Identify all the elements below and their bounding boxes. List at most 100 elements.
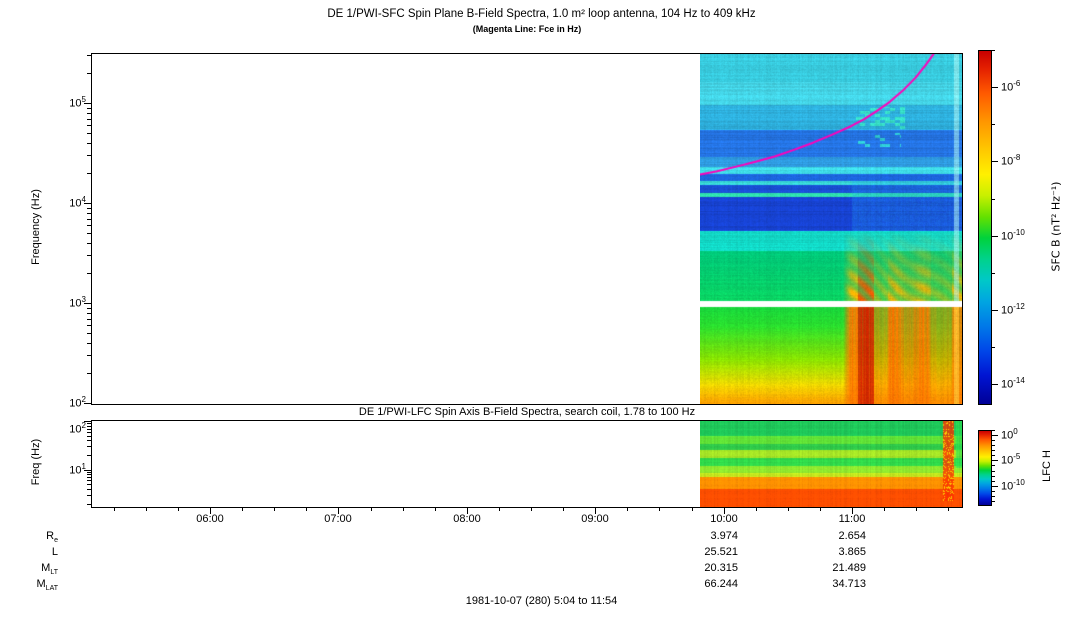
- axis-tick: [87, 125, 91, 126]
- axis-tick: [87, 446, 91, 447]
- ephemeris-row-label: MLAT: [36, 578, 59, 593]
- axis-tick: [146, 508, 147, 511]
- axis-tick: [87, 474, 91, 475]
- lfc-y-tick-label: 101: [69, 462, 86, 477]
- axis-tick: [992, 486, 998, 487]
- ephemeris-value: 3.865: [838, 546, 866, 558]
- axis-tick: [992, 440, 995, 441]
- ephemeris-value: 20.315: [704, 562, 738, 574]
- axis-tick: [992, 273, 995, 274]
- axis-tick: [531, 508, 532, 511]
- axis-tick: [87, 133, 91, 134]
- axis-tick: [87, 113, 91, 114]
- axis-tick: [992, 124, 995, 125]
- page-subtitle: (Magenta Line: Fce in Hz): [472, 24, 582, 34]
- ephemeris-value: 2.654: [838, 530, 866, 542]
- ephemeris-row: MLT 20.315 21.489: [0, 562, 1083, 577]
- ephemeris-row-label: Re: [46, 530, 58, 545]
- ephemeris-row: Re 3.974 2.654: [0, 530, 1083, 545]
- axis-tick: [84, 203, 91, 204]
- axis-tick: [87, 477, 91, 478]
- lfc-y-tick-label: 102: [69, 421, 86, 436]
- axis-tick: [403, 508, 404, 511]
- axis-tick: [499, 508, 500, 511]
- axis-tick: [87, 208, 91, 209]
- lfc-colorbar-tick-label: 10-10: [1001, 478, 1025, 493]
- axis-tick: [992, 236, 998, 237]
- axis-tick: [992, 465, 995, 466]
- axis-tick: [87, 472, 91, 473]
- sfc-y-tick-label: 105: [69, 95, 86, 110]
- time-tick-label: 06:00: [196, 513, 224, 525]
- axis-tick: [87, 373, 91, 374]
- sfc-colorbar-tick-label: 10-12: [1001, 302, 1025, 317]
- axis-tick: [87, 504, 91, 505]
- axis-tick: [306, 508, 307, 511]
- axis-tick: [992, 50, 995, 51]
- axis-tick: [992, 471, 995, 472]
- lfc-colorbar-tick-label: 10-5: [1001, 452, 1021, 467]
- axis-tick: [87, 495, 91, 496]
- time-tick-label: 07:00: [324, 513, 352, 525]
- ephemeris-row: MLAT 66.244 34.713: [0, 578, 1083, 593]
- sfc-spectrogram-canvas: [700, 54, 962, 404]
- sfc-y-tick-label: 102: [69, 395, 86, 410]
- ephemeris-row-label: MLT: [41, 562, 58, 577]
- sfc-colorbar: [978, 50, 992, 405]
- axis-tick: [87, 73, 91, 74]
- axis-tick: [87, 489, 91, 490]
- axis-tick: [87, 55, 91, 56]
- lfc-plot-area: [91, 420, 963, 508]
- axis-tick: [371, 508, 372, 511]
- lfc-spectrogram-canvas: [700, 421, 962, 507]
- axis-tick: [87, 143, 91, 144]
- axis-tick: [992, 199, 995, 200]
- axis-tick: [87, 423, 91, 424]
- axis-tick: [992, 445, 995, 446]
- axis-tick: [948, 508, 949, 511]
- axis-tick: [992, 455, 995, 456]
- axis-tick: [627, 508, 628, 511]
- axis-tick: [992, 161, 998, 162]
- date-range-label: 1981-10-07 (280) 5:04 to 11:54: [465, 595, 618, 607]
- axis-tick: [992, 347, 995, 348]
- axis-tick: [884, 508, 885, 511]
- axis-tick: [992, 460, 998, 461]
- axis-tick: [992, 496, 995, 497]
- axis-tick: [87, 255, 91, 256]
- axis-tick: [87, 436, 91, 437]
- axis-tick: [242, 508, 243, 511]
- axis-tick: [84, 470, 91, 471]
- ephemeris-value: 3.974: [710, 530, 738, 542]
- axis-tick: [87, 432, 91, 433]
- axis-tick: [87, 273, 91, 274]
- axis-tick: [724, 508, 725, 514]
- axis-tick: [87, 355, 91, 356]
- axis-tick: [87, 155, 91, 156]
- axis-tick: [87, 426, 91, 427]
- page-title: DE 1/PWI-SFC Spin Plane B-Field Spectra,…: [327, 8, 756, 20]
- axis-tick: [87, 484, 91, 485]
- time-tick-label: 09:00: [581, 513, 609, 525]
- ephemeris-value: 66.244: [704, 578, 738, 590]
- axis-tick: [992, 430, 995, 431]
- axis-tick: [692, 508, 693, 511]
- axis-tick: [992, 481, 995, 482]
- axis-tick: [87, 319, 91, 320]
- axis-tick: [87, 173, 91, 174]
- axis-tick: [87, 333, 91, 334]
- axis-tick: [992, 435, 998, 436]
- sfc-y-tick-label: 103: [69, 295, 86, 310]
- axis-tick: [788, 508, 789, 511]
- axis-tick: [87, 213, 91, 214]
- axis-tick: [87, 325, 91, 326]
- axis-tick: [87, 219, 91, 220]
- axis-tick: [435, 508, 436, 511]
- ephemeris-value: 34.713: [832, 578, 866, 590]
- time-tick-label: 11:00: [838, 513, 866, 525]
- sfc-colorbar-tick-label: 10-8: [1001, 153, 1021, 168]
- axis-tick: [756, 508, 757, 511]
- lfc-title: DE 1/PWI-LFC Spin Axis B-Field Spectra, …: [358, 406, 696, 418]
- axis-tick: [992, 310, 998, 311]
